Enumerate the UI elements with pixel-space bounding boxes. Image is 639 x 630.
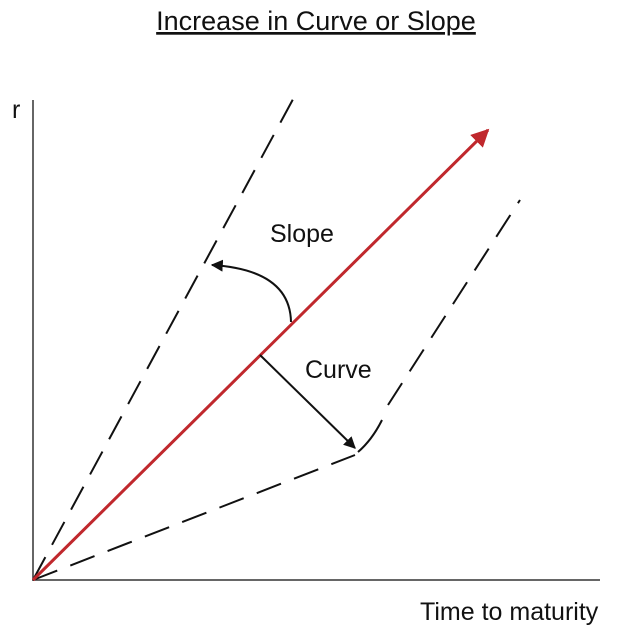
dashed-slope-line xyxy=(32,89,299,581)
slope-arrow xyxy=(210,259,292,323)
title: Increase in Curve or Slope xyxy=(156,6,476,36)
curve-label: Curve xyxy=(305,356,372,384)
dashed-curve-lower xyxy=(32,454,356,581)
y-axis-label: r xyxy=(12,96,20,124)
slope-label: Slope xyxy=(270,220,334,248)
dashed-curve-upper xyxy=(387,199,521,406)
curve-bend xyxy=(357,419,383,453)
x-axis-label: Time to maturity xyxy=(420,598,599,626)
curve-arrow xyxy=(259,354,356,449)
